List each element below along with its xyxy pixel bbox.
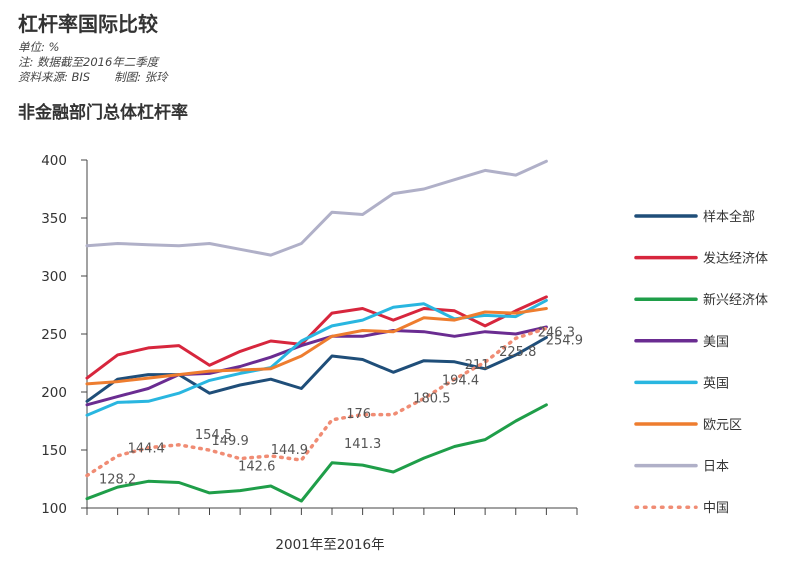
data-label: 194.4 (442, 373, 479, 388)
legend-label-4: 英国 (703, 376, 729, 391)
chart-title: 非金融部门总体杠杆率 (18, 103, 188, 123)
data-label: 180.5 (413, 392, 450, 407)
date-note: 注: 数据截至2016年二季度 (18, 55, 159, 69)
series-line-5 (85, 307, 548, 386)
legend-label-0: 样本全部 (703, 209, 755, 225)
series-line-2 (85, 403, 548, 503)
y-tick-label: 150 (41, 443, 67, 459)
data-label: 128.2 (99, 472, 136, 487)
data-label: 211 (465, 358, 490, 373)
series-line-0 (85, 336, 548, 403)
data-label: 144.4 (128, 441, 165, 456)
data-label: 176 (346, 407, 371, 422)
y-tick-label: 100 (41, 501, 67, 517)
author-text: 制图: 张玲 (114, 70, 168, 84)
legend-label-7: 中国 (703, 501, 729, 516)
source-note: 资料来源: BIS 制图: 张玲 (18, 70, 168, 84)
x-axis-label: 2001年至2016年 (275, 537, 384, 553)
data-label: 254.9 (546, 333, 583, 348)
data-label: 142.6 (238, 460, 275, 475)
series-line-6 (85, 159, 548, 257)
data-label: 246.3 (538, 325, 575, 340)
unit-note: 单位: % (18, 40, 60, 54)
chart-axes: 400 350 300 250 200 150 100 (41, 153, 578, 517)
y-tick-label: 350 (41, 211, 67, 227)
legend-label-1: 发达经济体 (703, 251, 768, 267)
legend-label-3: 美国 (703, 335, 729, 350)
legend-label-6: 日本 (703, 460, 729, 475)
y-tick-label: 250 (41, 327, 67, 343)
chart-series (85, 159, 549, 503)
data-label: 149.9 (212, 434, 249, 449)
legend-label-5: 欧元区 (703, 418, 742, 433)
y-tick-label: 200 (41, 385, 67, 401)
data-label: 154.5 (195, 428, 232, 443)
page-title: 杠杆率国际比较 (18, 12, 158, 36)
legend-label-2: 新兴经济体 (703, 292, 768, 308)
data-label: 141.3 (344, 437, 381, 452)
source-text: 资料来源: BIS (18, 70, 91, 84)
data-label: 144.9 (271, 443, 308, 458)
series-line-3 (85, 325, 548, 407)
y-tick-label: 300 (41, 269, 67, 285)
series-line-7 (85, 326, 549, 478)
data-label: 225.8 (499, 345, 536, 360)
y-tick-label: 400 (41, 153, 67, 169)
